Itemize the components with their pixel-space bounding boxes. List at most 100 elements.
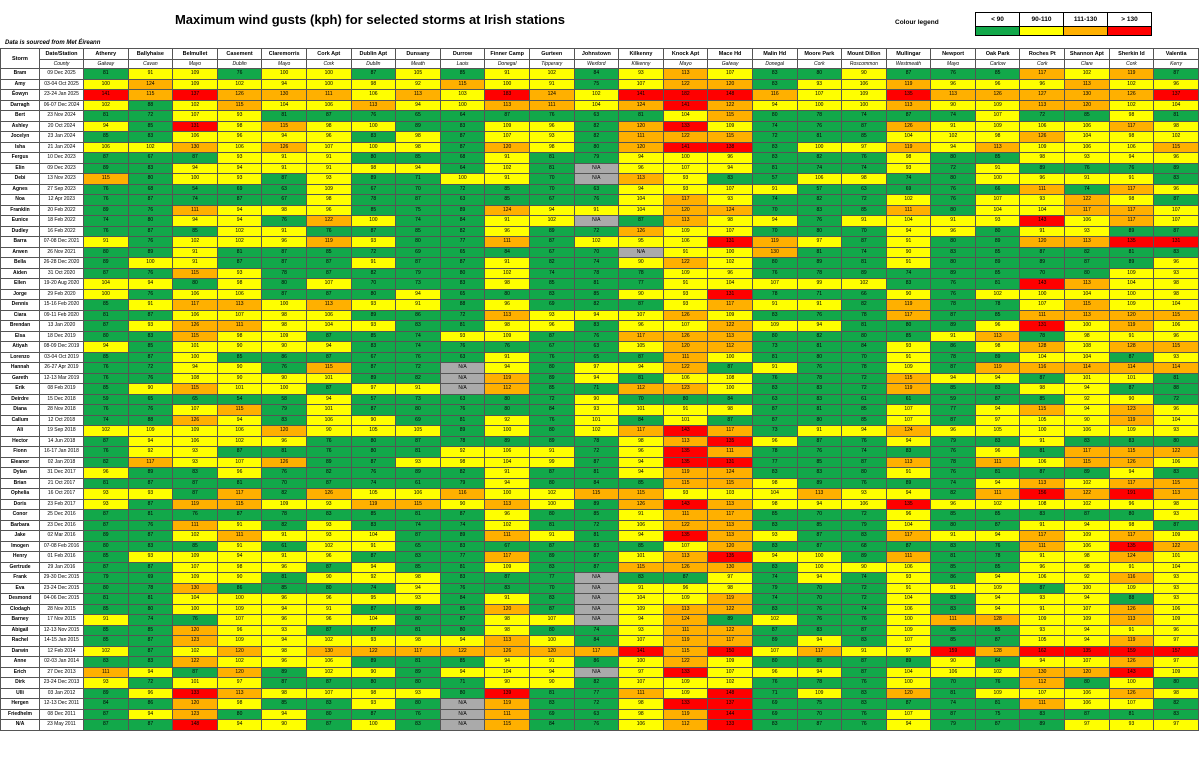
gust-cell: 96: [1019, 173, 1066, 185]
gust-cell: 80: [305, 708, 352, 720]
gust-cell: 85: [618, 540, 664, 552]
gust-cell: 77: [528, 572, 575, 584]
gust-cell: 119: [350, 498, 397, 510]
gust-cell: 91: [974, 162, 1021, 174]
gust-cell: 76: [841, 152, 887, 164]
gust-cell: 74: [395, 330, 441, 342]
gust-cell: 100: [1064, 582, 1110, 594]
gust-cell: 83: [751, 561, 798, 573]
gust-cell: 71: [439, 677, 486, 689]
gust-cell: 87: [974, 393, 1021, 405]
gust-cell: 91: [127, 299, 174, 311]
gust-cell: 89: [885, 477, 932, 489]
gust-cell: 83: [707, 173, 753, 185]
storm-name: Abigail: [0, 624, 40, 636]
gust-cell: 103: [707, 488, 753, 500]
gust-cell: N/A: [573, 162, 620, 174]
gust-cell: 93: [1153, 267, 1199, 279]
gust-cell: 74: [528, 267, 575, 279]
gust-cell: 139: [484, 687, 530, 699]
gust-cell: 80: [350, 677, 397, 689]
gust-cell: 96: [930, 78, 976, 90]
gust-cell: 89: [1064, 467, 1110, 479]
gust-cell: 89: [528, 225, 575, 237]
gust-cell: 111: [885, 551, 932, 563]
gust-cell: 93: [305, 519, 352, 531]
gust-cell: 126: [618, 225, 664, 237]
gust-cell: 96: [261, 656, 307, 668]
gust-cell: 97: [1153, 656, 1199, 668]
gust-cell: 83: [395, 320, 441, 332]
gust-cell: 98: [1019, 152, 1066, 164]
gust-cell: 80: [439, 267, 486, 279]
gust-cell: 76: [528, 110, 575, 122]
gust-cell: 119: [1108, 414, 1155, 426]
gust-cell: 102: [573, 89, 620, 101]
gust-cell: 90: [350, 666, 397, 678]
gust-cell: 113: [1064, 78, 1110, 90]
gust-cell: 117: [1019, 68, 1066, 80]
gust-cell: 81: [618, 372, 664, 384]
gust-cell: 76: [83, 194, 129, 206]
gust-cell: 96: [930, 498, 976, 510]
storm-date: 23 Nov 2024: [39, 110, 84, 122]
gust-cell: 109: [172, 572, 218, 584]
gust-cell: 89: [83, 162, 129, 174]
gust-cell: 115: [261, 120, 307, 132]
storm-date: 23 May 2011: [39, 719, 84, 731]
gust-cell: 104: [885, 131, 932, 143]
gust-cell: 115: [1153, 341, 1199, 353]
storm-name: Elsa: [0, 330, 40, 342]
gust-cell: 120: [528, 645, 575, 657]
gust-cell: 66: [974, 183, 1021, 195]
storm-date: 23-24 Dec 2013: [39, 677, 84, 689]
gust-cell: 87: [83, 435, 129, 447]
gust-cell: 94: [172, 362, 218, 374]
gust-cell: 106: [1064, 540, 1110, 552]
gust-cell: 76: [1064, 162, 1110, 174]
gust-cell: 111: [930, 614, 976, 626]
gust-cell: 117: [662, 194, 709, 206]
gust-cell: 119: [662, 467, 709, 479]
table-row: Eunice 18 Feb 2022 74 80 94 94 76 122 100 74 84 91 1…: [0, 215, 1199, 227]
gust-cell: 63: [573, 341, 620, 353]
gust-cell: 87: [127, 645, 174, 657]
gust-cell: 80: [261, 278, 307, 290]
gust-cell: 69: [528, 299, 575, 311]
storm-name: Bella: [0, 257, 40, 269]
storm-date: 23 Dec 2016: [39, 519, 84, 531]
gust-cell: 141: [662, 99, 709, 111]
gust-cell: 93: [1019, 194, 1066, 206]
gust-cell: 87: [127, 635, 174, 647]
table-row: Elsa 18 Dec 2019 80 83 115 98 109 87 85 74 93 109 87…: [0, 330, 1199, 342]
station-county: Cork: [305, 59, 352, 69]
gust-cell: 94: [216, 551, 263, 563]
gust-cell: 89: [1108, 225, 1155, 237]
gust-cell: 74: [930, 698, 976, 710]
gust-cell: 109: [1153, 530, 1199, 542]
gust-cell: 72: [841, 372, 887, 384]
station-county: Laois: [439, 59, 486, 69]
storm-name: Isha: [0, 141, 40, 153]
table-row: Henry 01 Feb 2016 85 93 109 94 91 96 87 83 77 117 89…: [0, 551, 1199, 563]
station-header-row: Storm Date/Station Athenry Ballyhaise Belmul…: [0, 48, 1199, 69]
gust-cell: 91: [305, 152, 352, 164]
gust-cell: 157: [1153, 645, 1199, 657]
table-row: Diana 28 Nov 2018 76 76 107 115 79 101 87 80 76 80 8…: [0, 404, 1199, 416]
gust-cell: 87: [127, 498, 174, 510]
gust-cell: 70: [1019, 267, 1066, 279]
gust-cell: 85: [974, 68, 1021, 80]
storm-name: Atiyah: [0, 341, 40, 353]
gust-cell: 93: [528, 309, 575, 321]
gust-cell: 96: [127, 687, 174, 699]
gust-cell: 98: [618, 708, 664, 720]
gust-cell: 83: [751, 540, 798, 552]
gust-cell: 83: [395, 719, 441, 731]
gust-cell: 94: [974, 404, 1021, 416]
gust-cell: 76: [127, 267, 174, 279]
station-name: Mullingar: [885, 48, 932, 60]
gust-cell: 94: [395, 288, 441, 300]
gust-cell: 126: [1108, 456, 1155, 468]
gust-cell: 111: [974, 456, 1021, 468]
gust-cell: 89: [885, 656, 932, 668]
